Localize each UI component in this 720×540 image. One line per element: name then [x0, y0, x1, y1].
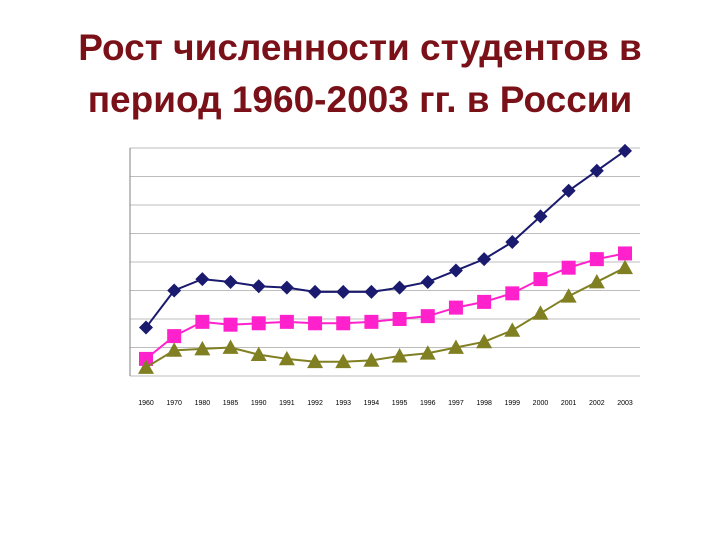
x-tick-label: 1991	[279, 400, 295, 407]
x-tick-label: 1993	[335, 400, 351, 407]
triangle-marker	[307, 353, 324, 369]
gridlines	[130, 147, 640, 377]
square-marker	[195, 314, 210, 329]
diamond-marker	[139, 320, 153, 335]
series-layer	[138, 143, 633, 374]
diamond-marker	[477, 252, 492, 267]
diamond-marker	[195, 272, 210, 287]
x-tick-label: 2000	[533, 400, 549, 407]
triangle-marker	[363, 352, 380, 367]
x-tick-label: 1990	[251, 400, 267, 407]
slide-title: Рост численности студентов в период 1960…	[0, 22, 720, 126]
diamond-marker	[448, 263, 463, 278]
triangle-marker	[588, 273, 605, 289]
triangle-marker	[194, 340, 211, 356]
x-tick-label: 1992	[307, 400, 323, 407]
triangle-marker	[250, 346, 267, 362]
triangle-marker	[504, 322, 521, 337]
square-marker	[167, 329, 182, 344]
diamond-marker	[364, 284, 379, 299]
square-marker	[477, 294, 492, 309]
diamond-marker	[392, 280, 407, 295]
square-marker	[448, 300, 463, 315]
square-marker	[279, 314, 294, 329]
diamond-marker	[533, 209, 548, 224]
x-tick-labels: 1960 1970 1980 1985 1990 1991 1992 1993 1994 1995…	[138, 400, 633, 407]
series-line-1	[145, 150, 626, 329]
square-marker	[392, 312, 407, 326]
x-tick-label: 1980	[195, 400, 211, 407]
triangle-marker	[391, 348, 408, 363]
diamond-marker	[336, 284, 351, 299]
x-tick-label: 1998	[476, 400, 492, 407]
x-tick-label: 1996	[420, 400, 436, 407]
triangle-marker	[476, 333, 493, 349]
x-tick-label: 2003	[617, 400, 633, 407]
diamond-marker	[167, 283, 182, 298]
diamond-marker	[589, 163, 604, 178]
x-tick-label: 1985	[223, 400, 239, 407]
square-marker	[420, 309, 435, 324]
x-tick-label: 2001	[561, 400, 577, 407]
diamond-marker	[505, 235, 520, 250]
square-marker	[139, 351, 153, 366]
triangle-marker	[335, 353, 352, 369]
x-tick-label: 1995	[392, 400, 408, 407]
triangle-marker	[138, 359, 154, 374]
x-tick-label: 1960	[138, 400, 154, 407]
diamond-marker	[251, 279, 266, 294]
x-tick-label: 1997	[448, 400, 464, 407]
square-marker	[308, 316, 323, 331]
triangle-marker	[532, 305, 549, 320]
series-line-3	[145, 266, 626, 369]
diamond-marker	[618, 143, 632, 158]
diamond-marker	[223, 274, 238, 289]
title-line-2: период 1960-2003 гг. в России	[87, 79, 633, 120]
x-tick-label: 2002	[589, 400, 605, 407]
square-marker	[364, 314, 379, 329]
triangle-marker	[419, 345, 436, 360]
x-tick-label: 1999	[505, 400, 521, 407]
square-marker	[505, 286, 520, 301]
square-marker	[618, 246, 632, 261]
triangle-marker	[560, 288, 577, 303]
triangle-marker	[617, 259, 633, 275]
triangle-marker	[222, 339, 239, 354]
diamond-marker	[561, 183, 576, 198]
square-marker	[336, 316, 351, 331]
triangle-marker	[166, 342, 183, 357]
diamond-marker	[308, 284, 323, 299]
square-marker	[561, 260, 576, 275]
title-line-1: Рост численности студентов в	[78, 27, 642, 68]
square-marker	[533, 272, 548, 287]
square-marker	[251, 316, 266, 331]
x-tick-label: 1994	[364, 400, 380, 407]
triangle-marker	[447, 339, 464, 354]
square-marker	[589, 252, 604, 267]
x-tick-label: 1970	[166, 400, 182, 407]
square-marker	[223, 317, 238, 332]
diamond-marker	[279, 280, 294, 295]
diamond-marker	[420, 274, 435, 289]
triangle-marker	[278, 350, 295, 366]
